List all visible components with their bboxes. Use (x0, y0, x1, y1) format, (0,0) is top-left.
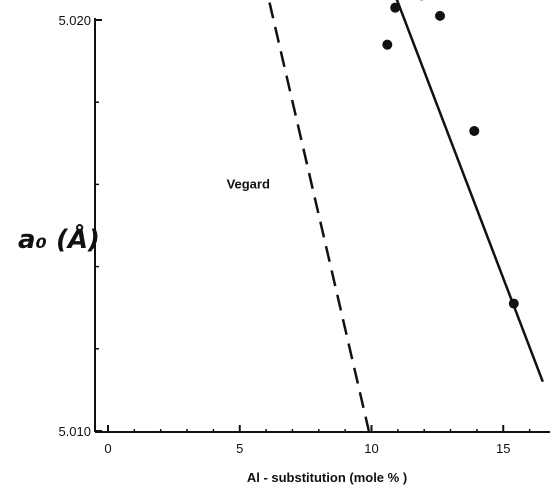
y-axis-label: a₀ (Å) (18, 223, 100, 255)
fit-line (395, 0, 544, 383)
y-tick-label: 5.010 (58, 424, 91, 439)
y-tick-label: 5.020 (58, 13, 91, 28)
vegard-annotation: Vegard (227, 177, 270, 192)
x-axis-label: Al - substitution (mole % ) (247, 470, 407, 485)
x-tick-label: 0 (104, 441, 111, 456)
x-tick-label: 15 (496, 441, 510, 456)
vegard-line (267, 0, 371, 432)
data-point (469, 125, 480, 136)
x-tick-label: 10 (364, 441, 378, 456)
plot-area: Vegard (227, 0, 544, 432)
data-point (435, 10, 446, 21)
data-point (382, 39, 393, 50)
x-tick-label: 5 (236, 441, 243, 456)
